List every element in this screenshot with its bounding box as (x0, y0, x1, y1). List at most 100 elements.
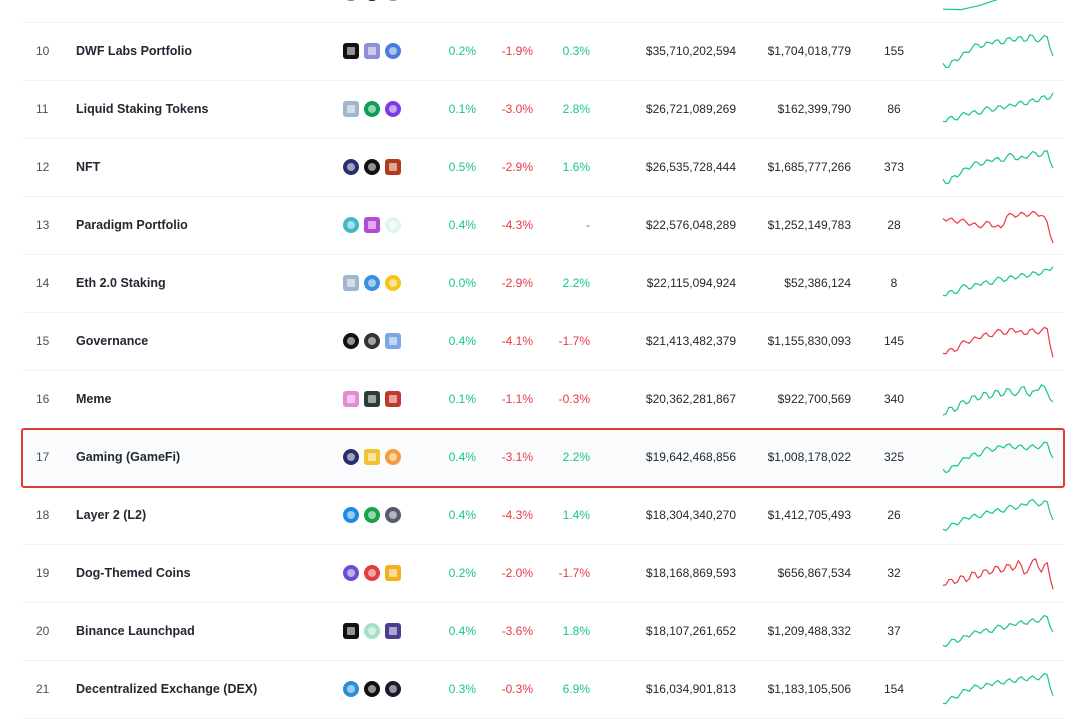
top-coins (343, 507, 401, 523)
coin-logo-icon[interactable] (343, 565, 359, 581)
category-name-link[interactable]: Eth 2.0 Staking (76, 276, 166, 290)
table-row[interactable]: 13 Paradigm Portfolio 0.4% -4.3% - $22,576,04… (22, 197, 1064, 255)
coin-logo-icon[interactable] (385, 507, 401, 523)
category-name-link[interactable]: Dog-Themed Coins (76, 566, 191, 580)
category-name-link[interactable]: Meme (76, 392, 112, 406)
table-row[interactable]: 17 Gaming (GameFi) 0.4% -3.1% 2.2% $19,642,46… (21, 428, 1065, 488)
category-name-link[interactable]: Paradigm Portfolio (76, 218, 188, 232)
sparkline-path (942, 326, 1054, 358)
volume-24h: $656,867,534 (777, 566, 851, 580)
coin-logo-icon[interactable] (385, 681, 401, 697)
coin-logo-icon[interactable] (364, 391, 380, 407)
change-24h: -4.3% (501, 508, 533, 522)
coin-logo-icon[interactable] (343, 623, 359, 639)
table-row[interactable]: 19 Dog-Themed Coins 0.2% -2.0% -1.7% $18,168,… (22, 545, 1064, 603)
rank-cell: 20 (36, 624, 50, 638)
top-coins (343, 101, 401, 117)
coin-logo-icon[interactable] (385, 623, 401, 639)
change-24h: -2.0% (501, 566, 533, 580)
coin-logo-icon[interactable] (364, 101, 380, 117)
category-name-link[interactable]: Decentralized Exchange (DEX) (76, 682, 258, 696)
coin-logo-icon[interactable] (364, 333, 380, 349)
coin-logo-icon[interactable] (385, 565, 401, 581)
category-name-link[interactable]: DWF Labs Portfolio (76, 44, 192, 58)
coin-logo-icon[interactable] (385, 449, 401, 465)
sparkline-path (942, 384, 1054, 416)
change-24h: -2.9% (501, 276, 533, 290)
coin-logo-icon[interactable] (343, 101, 359, 117)
coin-logo-icon[interactable] (343, 507, 359, 523)
change-1h: 0.4% (448, 624, 476, 638)
change-24h: -1.9% (501, 44, 533, 58)
coin-logo-icon[interactable] (385, 101, 401, 117)
coin-logo-icon[interactable] (364, 565, 380, 581)
coin-logo-icon[interactable] (364, 275, 380, 291)
coin-logo-icon[interactable] (385, 217, 401, 233)
coin-logo-icon[interactable] (364, 43, 380, 59)
coin-logo-icon[interactable] (364, 0, 380, 1)
change-7d: 2.2% (562, 276, 590, 290)
coin-logo-icon[interactable] (343, 0, 359, 1)
market-cap: $21,413,482,379 (645, 334, 736, 348)
rank-cell: 18 (36, 508, 50, 522)
top-coins (343, 275, 401, 291)
category-name-link[interactable]: Binance Launchpad (76, 624, 195, 638)
coin-logo-icon[interactable] (364, 449, 380, 465)
coin-logo-icon[interactable] (343, 43, 359, 59)
table-row[interactable] (22, 0, 1064, 23)
category-name-link[interactable]: NFT (76, 160, 101, 174)
rank-cell: 12 (36, 160, 50, 174)
volume-24h: $1,252,149,783 (767, 218, 851, 232)
coin-logo-icon[interactable] (385, 275, 401, 291)
coin-logo-icon[interactable] (343, 217, 359, 233)
sparkline-chart (942, 441, 1054, 474)
table-row[interactable]: 10 DWF Labs Portfolio 0.2% -1.9% 0.3% $35,710… (22, 23, 1064, 81)
category-name-link[interactable]: Liquid Staking Tokens (76, 102, 209, 116)
coin-logo-icon[interactable] (364, 507, 380, 523)
table-row[interactable]: 15 Governance 0.4% -4.1% -1.7% $21,413,482,37… (22, 313, 1064, 371)
sparkline-path (942, 34, 1054, 69)
table-row[interactable]: 12 NFT 0.5% -2.9% 1.6% $26,535,728,444 $1,685,… (22, 139, 1064, 197)
sparkline-path (942, 558, 1054, 590)
change-1h: 0.2% (448, 566, 476, 580)
coin-logo-icon[interactable] (343, 681, 359, 697)
table-row[interactable]: 16 Meme 0.1% -1.1% -0.3% $20,362,281,867 $922,… (22, 371, 1064, 429)
rank-cell: 21 (36, 682, 50, 696)
change-24h (483, 0, 533, 22)
sparkline-chart (942, 0, 998, 11)
coin-logo-icon[interactable] (343, 159, 359, 175)
coin-logo-icon[interactable] (385, 333, 401, 349)
table-row[interactable]: 18 Layer 2 (L2) 0.4% -4.3% 1.4% $18,304,340,2… (22, 487, 1064, 545)
coin-logo-icon[interactable] (364, 623, 380, 639)
change-7d: 1.4% (562, 508, 590, 522)
top-coins (343, 159, 401, 175)
coin-logo-icon[interactable] (343, 333, 359, 349)
coin-logo-icon[interactable] (364, 217, 380, 233)
coin-count: 28 (887, 218, 901, 232)
category-name-link[interactable]: Gaming (GameFi) (76, 450, 181, 464)
volume-24h: $1,155,830,093 (767, 334, 851, 348)
coin-logo-icon[interactable] (343, 391, 359, 407)
coin-logo-icon[interactable] (343, 449, 359, 465)
change-1h: 0.3% (448, 682, 476, 696)
change-24h: -3.1% (501, 450, 533, 464)
coin-logo-icon[interactable] (385, 391, 401, 407)
sparkline-chart (942, 384, 1054, 416)
coin-logo-icon[interactable] (385, 0, 401, 1)
market-cap: $26,721,089,269 (645, 102, 736, 116)
change-1h (426, 0, 476, 22)
coin-logo-icon[interactable] (385, 43, 401, 59)
coin-logo-icon[interactable] (364, 681, 380, 697)
market-cap (617, 0, 736, 22)
category-name-link[interactable]: Governance (76, 334, 149, 348)
market-cap: $19,642,468,856 (645, 450, 736, 464)
coin-logo-icon[interactable] (343, 275, 359, 291)
change-7d: 6.9% (562, 682, 590, 696)
table-row[interactable]: 14 Eth 2.0 Staking 0.0% -2.9% 2.2% $22,115,09… (22, 255, 1064, 313)
table-row[interactable]: 21 Decentralized Exchange (DEX) 0.3% -0.3% 6… (22, 661, 1064, 719)
table-row[interactable]: 20 Binance Launchpad 0.4% -3.6% 1.8% $18,107,… (22, 603, 1064, 661)
table-row[interactable]: 11 Liquid Staking Tokens 0.1% -3.0% 2.8% $26,… (22, 81, 1064, 139)
coin-logo-icon[interactable] (364, 159, 380, 175)
coin-logo-icon[interactable] (385, 159, 401, 175)
category-name-link[interactable]: Layer 2 (L2) (76, 508, 147, 522)
